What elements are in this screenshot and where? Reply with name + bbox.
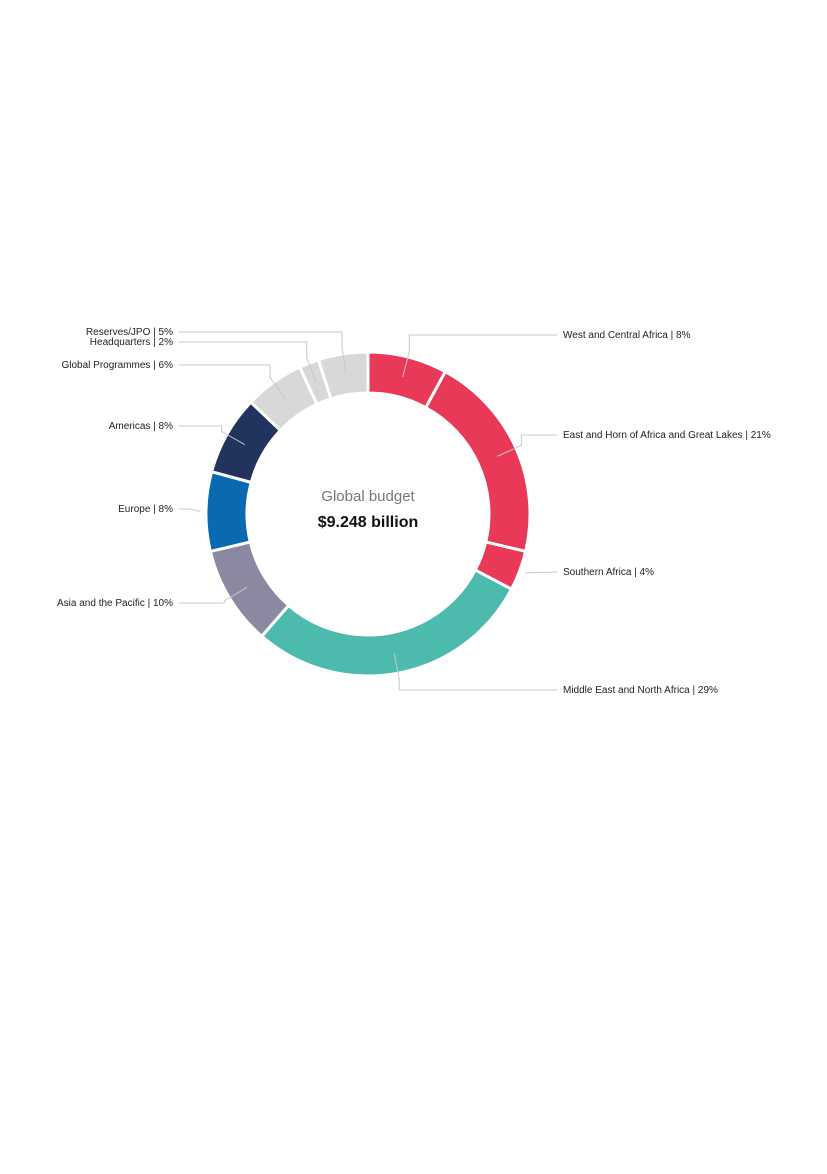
label-east-and-horn-of-africa-and-great-lakes: East and Horn of Africa and Great Lakes …	[563, 430, 771, 441]
label-headquarters: Headquarters | 2%	[90, 337, 173, 348]
leader-line-middle-east-and-north-africa	[393, 652, 557, 691]
leader-line-asia-and-the-pacific	[179, 586, 248, 604]
label-americas: Americas | 8%	[109, 421, 173, 432]
leader-line-americas	[179, 425, 245, 445]
leader-line-east-and-horn-of-africa-and-great-lakes	[497, 434, 557, 457]
leader-line-southern-africa	[525, 571, 558, 574]
label-southern-africa: Southern Africa | 4%	[563, 567, 654, 578]
center-title: Global budget	[321, 488, 415, 505]
label-reserves-jpo: Reserves/JPO | 5%	[86, 327, 173, 338]
donut-segments	[204, 350, 532, 678]
label-asia-and-the-pacific: Asia and the Pacific | 10%	[57, 598, 173, 609]
leader-lines	[179, 331, 558, 691]
leader-line-global-programmes	[179, 364, 286, 400]
leader-line-reserves-jpo	[179, 331, 347, 375]
leader-line-west-and-central-africa	[402, 334, 557, 377]
segment-europe	[204, 470, 253, 553]
leader-line-headquarters	[179, 341, 317, 383]
label-middle-east-and-north-africa: Middle East and North Africa | 29%	[563, 685, 718, 696]
segment-middle-east-and-north-africa	[260, 568, 514, 678]
segment-reserves-jpo	[316, 350, 370, 401]
label-global-programmes: Global Programmes | 6%	[61, 360, 173, 371]
center-value: $9.248 billion	[318, 514, 418, 531]
segment-labels: West and Central Africa | 8% East and Hor…	[57, 327, 771, 696]
leader-line-europe	[179, 508, 201, 512]
segment-east-and-horn-of-africa-and-great-lakes	[424, 370, 532, 553]
label-europe: Europe | 8%	[118, 504, 173, 515]
label-west-and-central-africa: West and Central Africa | 8%	[563, 330, 691, 341]
